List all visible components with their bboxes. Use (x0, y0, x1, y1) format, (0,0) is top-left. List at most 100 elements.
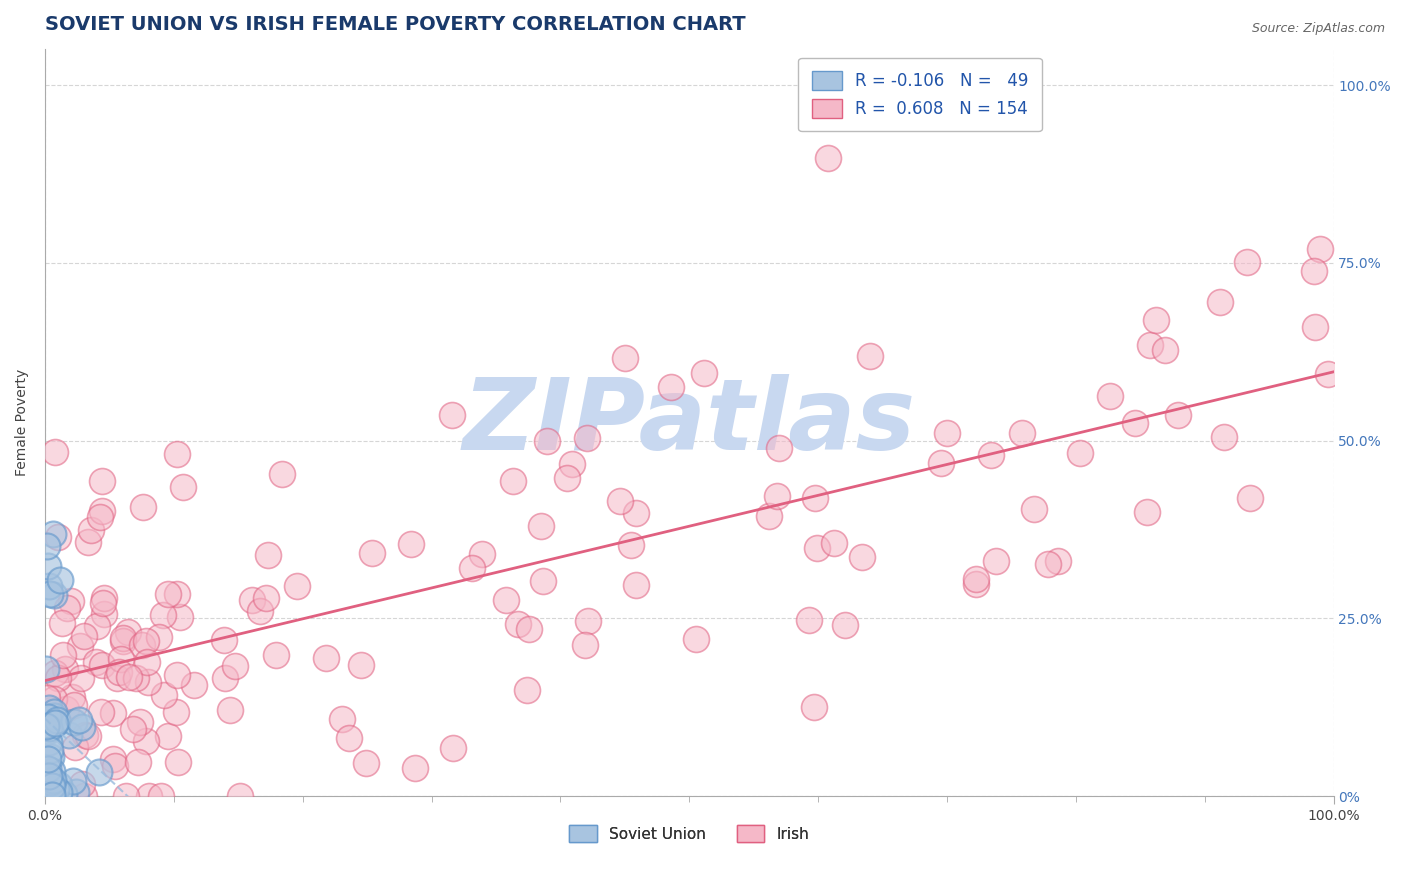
Point (626, 506, 648, 520)
Point (495, 593, 517, 607)
Point (156, 730, 179, 744)
Point (41, 789, 63, 803)
Point (69, 639, 91, 653)
Point (624, 578, 647, 592)
Point (766, 489, 789, 503)
Point (965, 572, 987, 586)
Point (242, 592, 264, 607)
Point (39, 587, 62, 601)
Point (172, 480, 194, 494)
Point (1011, 425, 1033, 440)
Point (823, 536, 845, 550)
Point (107, 665, 129, 680)
Point (516, 683, 538, 698)
Point (129, 714, 152, 729)
Point (609, 494, 631, 508)
Point (1239, 491, 1261, 505)
Point (101, 706, 124, 720)
Point (214, 671, 236, 685)
Point (1209, 295, 1232, 310)
Point (91, 504, 114, 518)
Point (90, 475, 112, 489)
Point (404, 761, 426, 775)
Point (152, 608, 174, 623)
Point (1212, 430, 1234, 444)
Point (72, 777, 94, 791)
Point (37, 767, 59, 781)
Point (1123, 416, 1146, 430)
Point (935, 426, 957, 441)
Point (153, 688, 176, 702)
Text: SOVIET UNION VS IRISH FEMALE POVERTY CORRELATION CHART: SOVIET UNION VS IRISH FEMALE POVERTY COR… (45, 15, 745, 34)
Point (35, 540, 58, 554)
Point (1153, 343, 1175, 357)
Point (135, 655, 157, 669)
Point (58, 728, 80, 742)
Point (1167, 408, 1189, 422)
Point (561, 457, 583, 471)
Point (35, 719, 58, 733)
Point (52, 648, 75, 662)
Point (768, 442, 790, 456)
Point (48, 779, 70, 793)
Point (75, 728, 97, 742)
Point (112, 634, 135, 648)
Point (42, 692, 65, 706)
Point (349, 657, 371, 672)
Point (149, 789, 172, 803)
Point (90, 705, 112, 719)
Point (1024, 502, 1046, 516)
Point (39, 703, 62, 717)
Point (38, 743, 60, 757)
Point (803, 699, 825, 714)
Point (315, 651, 337, 665)
Point (51, 615, 73, 630)
Point (574, 638, 596, 652)
Point (89, 764, 111, 779)
Point (63, 714, 86, 729)
Point (249, 604, 271, 618)
Point (257, 548, 280, 562)
Point (46, 530, 69, 544)
Point (118, 670, 141, 684)
Point (41, 779, 63, 793)
Point (127, 755, 149, 769)
Point (41, 772, 63, 787)
Point (53, 787, 76, 801)
Point (1303, 264, 1326, 278)
Point (166, 668, 188, 682)
Point (271, 467, 294, 481)
Point (91, 658, 114, 673)
Point (156, 587, 179, 601)
Point (44, 588, 66, 602)
Point (1139, 338, 1161, 352)
Point (42, 526, 65, 541)
Point (533, 574, 555, 589)
Point (37, 710, 59, 724)
Point (37, 772, 59, 787)
Point (165, 705, 187, 719)
Point (834, 618, 856, 632)
Point (101, 752, 124, 766)
Point (806, 541, 828, 555)
Point (817, 151, 839, 165)
Point (575, 431, 598, 445)
Point (70, 720, 93, 734)
Point (1317, 367, 1340, 381)
Point (229, 789, 252, 803)
Point (93, 607, 115, 621)
Y-axis label: Female Poverty: Female Poverty (15, 369, 30, 476)
Point (67, 713, 90, 727)
Point (56, 601, 79, 615)
Point (166, 587, 188, 601)
Point (219, 703, 242, 717)
Point (39, 775, 62, 789)
Point (166, 447, 188, 461)
Point (758, 509, 780, 524)
Point (35, 691, 58, 706)
Point (804, 491, 827, 506)
Point (37, 715, 59, 730)
Point (980, 448, 1002, 462)
Legend: Soviet Union, Irish: Soviet Union, Irish (564, 819, 815, 848)
Point (72, 789, 94, 803)
